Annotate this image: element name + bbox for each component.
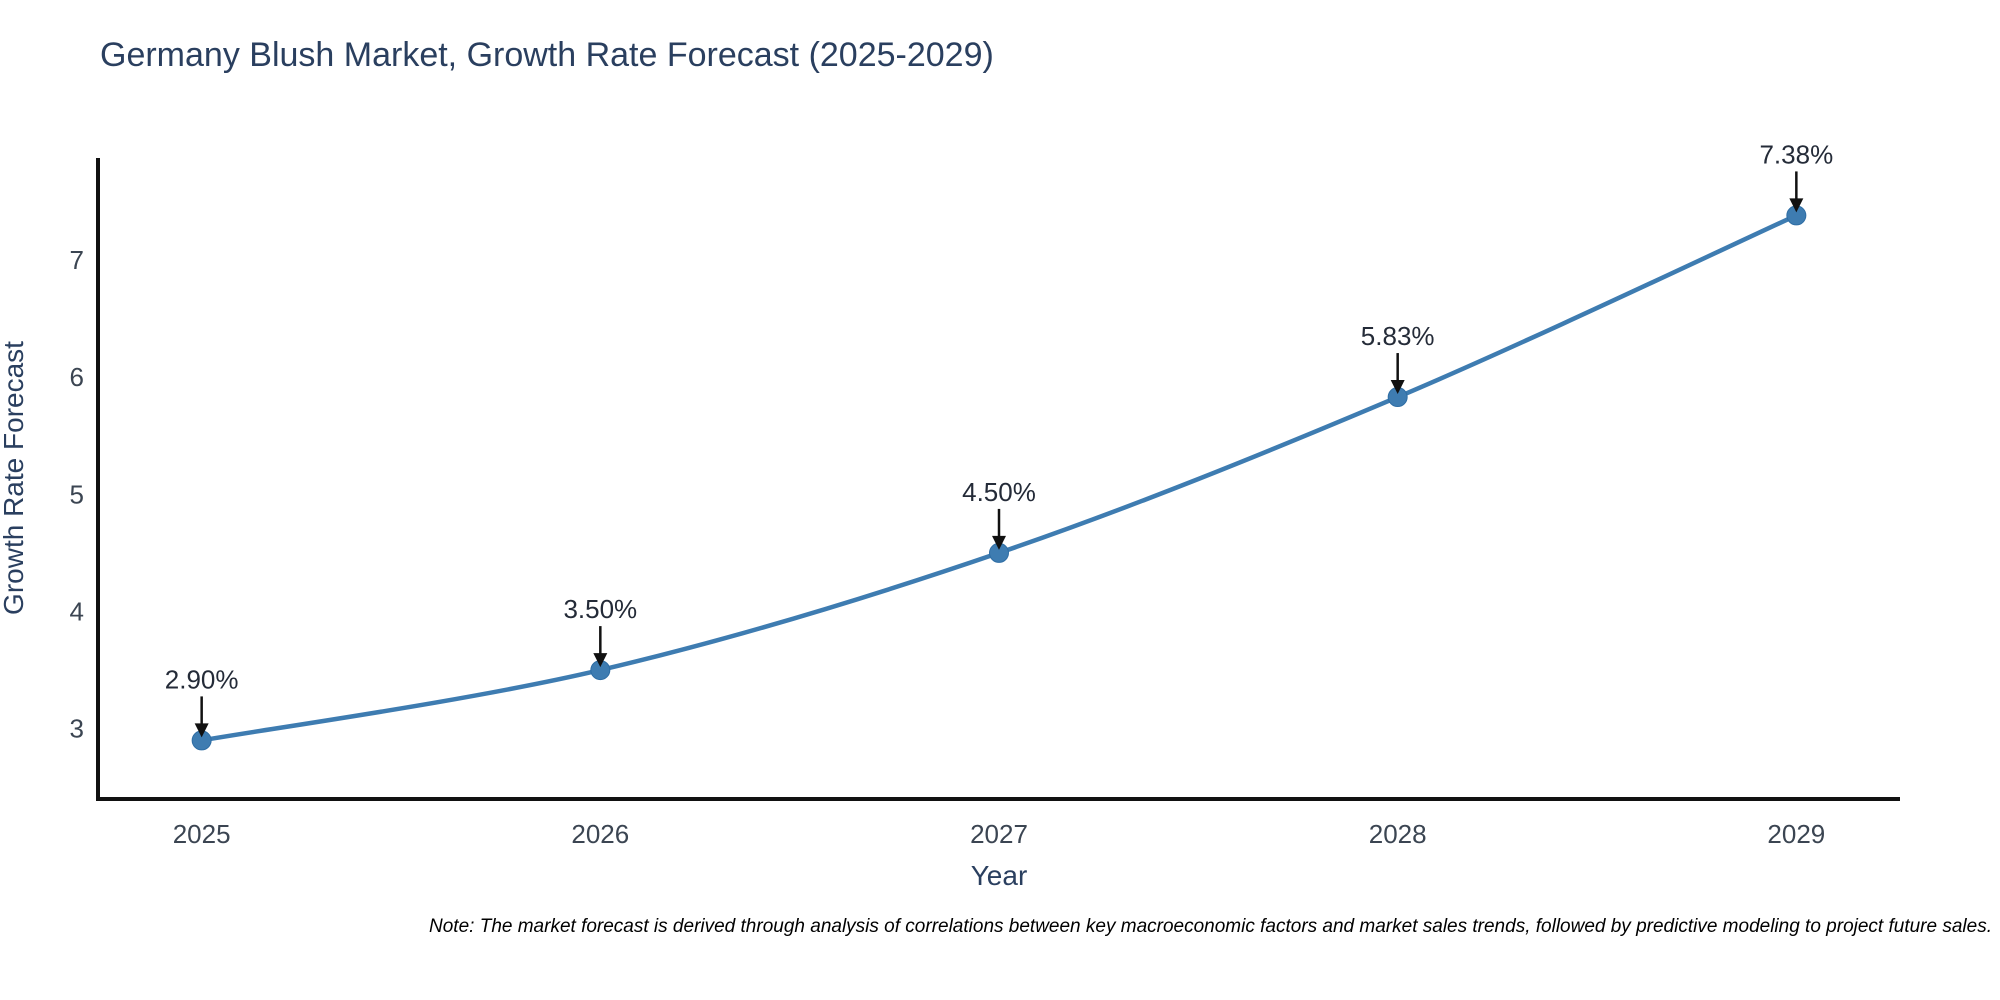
- point-value-label: 5.83%: [1361, 321, 1435, 351]
- y-tick-label: 3: [70, 714, 84, 744]
- y-tick-label: 6: [70, 362, 84, 392]
- footnote: Note: The market forecast is derived thr…: [429, 916, 1992, 937]
- point-value-label: 3.50%: [563, 594, 637, 624]
- x-tick-label: 2025: [173, 819, 231, 849]
- chart-title: Germany Blush Market, Growth Rate Foreca…: [100, 36, 994, 74]
- annotation-arrow-head: [194, 723, 209, 738]
- annotation-arrow-head: [1390, 380, 1405, 395]
- x-tick-label: 2027: [970, 819, 1028, 849]
- point-value-label: 2.90%: [165, 664, 239, 694]
- point-value-label: 4.50%: [962, 477, 1036, 507]
- annotation-arrow-head: [593, 653, 608, 668]
- x-tick-label: 2029: [1767, 819, 1825, 849]
- y-tick-label: 7: [70, 245, 84, 275]
- annotation-arrow-head: [992, 535, 1006, 550]
- x-tick-label: 2026: [571, 819, 629, 849]
- x-tick-label: 2028: [1369, 819, 1427, 849]
- point-value-label: 7.38%: [1759, 139, 1833, 169]
- annotation-arrow-head: [1789, 198, 1804, 213]
- y-axis-title: Growth Rate Forecast: [0, 341, 29, 615]
- y-tick-label: 5: [70, 479, 84, 509]
- x-axis-title: Year: [970, 860, 1028, 891]
- y-tick-label: 4: [70, 597, 84, 627]
